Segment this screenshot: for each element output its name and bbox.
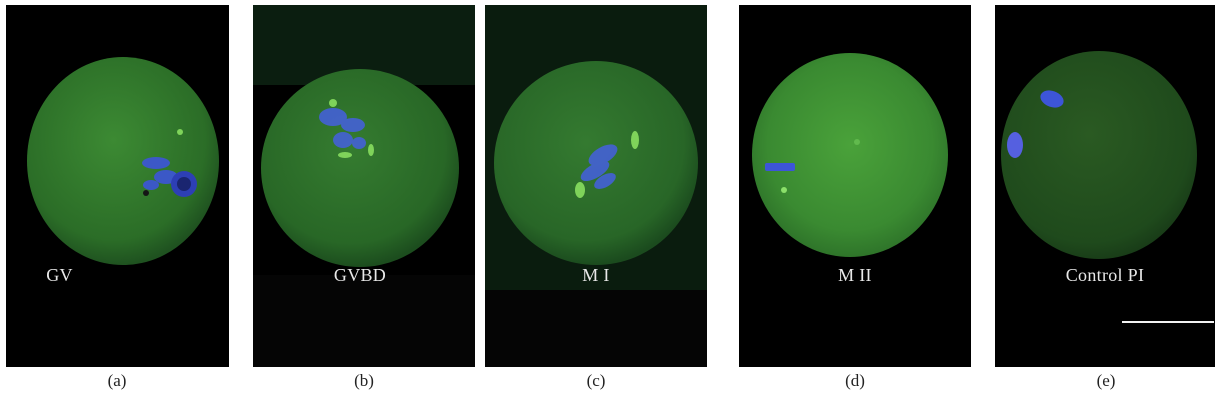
spindle-poles xyxy=(575,131,639,198)
metaphase-ii-plate xyxy=(765,163,795,171)
stage-label: GV xyxy=(46,265,73,285)
chromatin-cluster xyxy=(1040,90,1064,108)
caption-d: (d) xyxy=(845,371,865,390)
oocyte-image-mi xyxy=(485,5,707,367)
oocyte-cell xyxy=(1001,51,1197,259)
oocyte-cell xyxy=(261,69,459,267)
condensed-chromatin xyxy=(319,108,366,149)
oocyte-image-control-pi xyxy=(1001,51,1197,259)
caption-e: (e) xyxy=(1096,371,1116,390)
polar-body-chromatin xyxy=(1007,132,1023,158)
oocyte-cell xyxy=(27,57,219,265)
caption-a: (a) xyxy=(107,371,127,390)
oocyte-image-gvbd xyxy=(253,5,475,367)
panel-e-control-pi: Control PI xyxy=(995,5,1215,367)
stage-label: M I xyxy=(582,265,610,285)
metaphase-i-chromosomes xyxy=(580,144,618,189)
oocyte-image-mii xyxy=(752,53,948,257)
caption-c: (c) xyxy=(586,371,606,390)
panel-a-gv: GV xyxy=(6,5,229,367)
panel-b-gvbd: GVBD xyxy=(253,5,475,367)
caption-b: (b) xyxy=(354,371,374,390)
stage-label: GVBD xyxy=(333,265,387,285)
oocyte-cell xyxy=(752,53,948,257)
stage-label: M II xyxy=(838,265,872,285)
scale-bar xyxy=(1122,321,1214,323)
spindle-fragments xyxy=(329,99,374,158)
stage-label: Control PI xyxy=(1065,265,1145,285)
oocyte-image-gv xyxy=(27,57,219,265)
panel-c-mi: M I xyxy=(485,5,707,367)
panel-d-mii: M II xyxy=(739,5,971,367)
